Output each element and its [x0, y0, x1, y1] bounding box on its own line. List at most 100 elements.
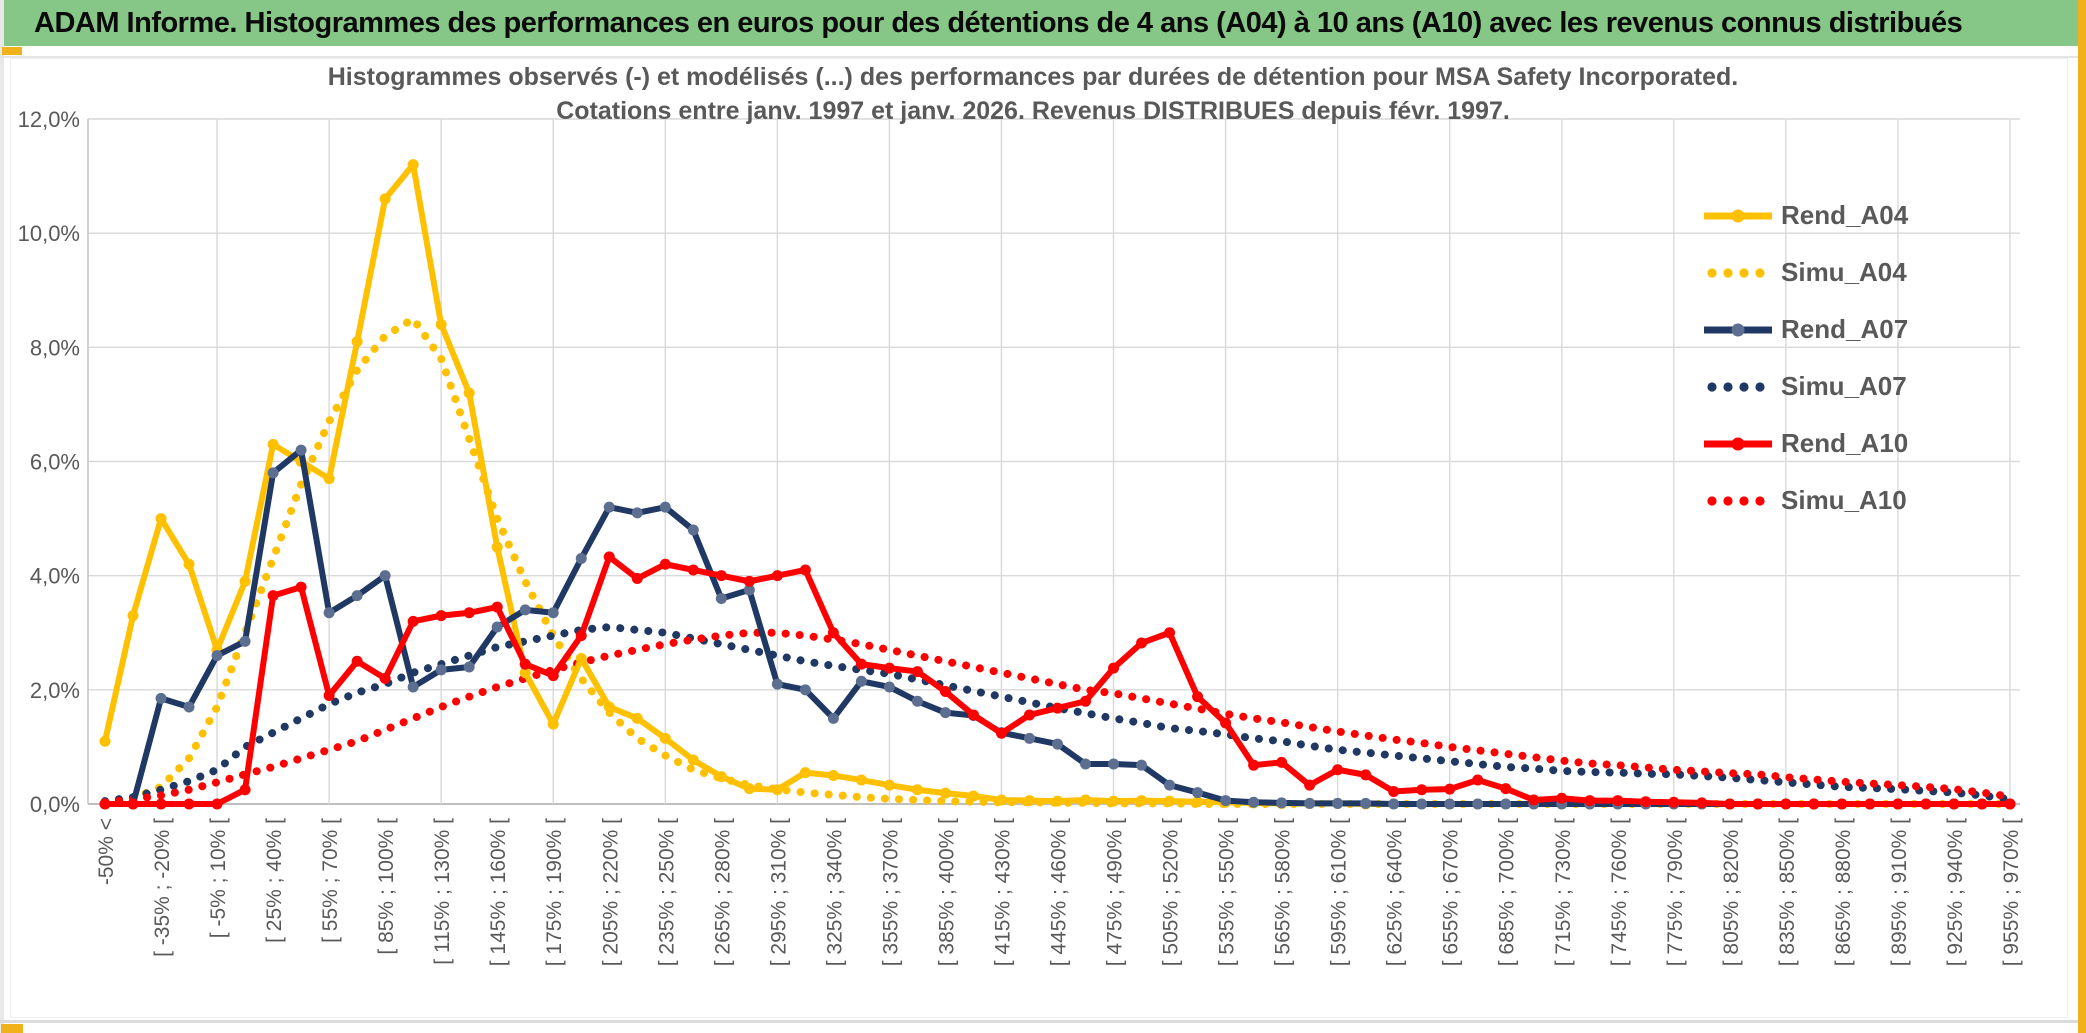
series-Rend_A04-marker [463, 387, 475, 399]
series-Rend_A10-marker [1640, 796, 1652, 808]
series-Rend_A07-marker [1023, 732, 1035, 744]
series-Rend_A10-marker [1023, 709, 1035, 721]
series-Rend_A10-marker [1304, 779, 1316, 791]
series-Rend_A07-marker [827, 712, 839, 724]
series-Rend_A04-marker [939, 787, 951, 799]
legend-label: Simu_A10 [1781, 485, 1907, 515]
divider [0, 56, 2086, 58]
series-Rend_A10-marker [1220, 717, 1232, 729]
legend: Rend_A04 Simu_A04 Rend_A07 Simu_A07 Rend_A10… [1702, 199, 1908, 541]
x-tick-label: [ -5% ; 10% [ [207, 818, 230, 938]
x-tick-label: [ 415% ; 430% [ [991, 818, 1014, 966]
series-Rend_A10-marker [1164, 627, 1176, 639]
x-tick-label: [ 445% ; 460% [ [1048, 818, 1071, 966]
legend-swatch-Rend_A07-icon [1704, 323, 1772, 336]
series-Rend_A10-marker [967, 709, 979, 721]
series-Rend_A04-marker [379, 193, 391, 205]
series-Rend_A10-marker [911, 666, 923, 678]
series-Rend_A04-marker [575, 652, 587, 664]
series-Rend_A07-marker [1276, 797, 1288, 809]
series-Rend_A07-marker [211, 650, 223, 662]
series-Rend_A04-marker [435, 319, 447, 330]
series-Rend_A10-marker [435, 610, 447, 622]
series-Rend_A07-marker [463, 661, 475, 673]
series-Rend_A10-marker [239, 784, 251, 796]
series-Rend_A04-marker [855, 774, 867, 786]
series-Rend_A10-marker [463, 607, 475, 619]
x-tick-label: [ 265% ; 280% [ [711, 818, 734, 966]
series-Rend_A10-marker [939, 686, 951, 698]
series-Rend_A07-marker [1388, 798, 1400, 810]
x-tick-label: [ 385% ; 400% [ [935, 818, 958, 966]
series-Rend_A07-marker [1444, 798, 1456, 810]
series-Rend_A07-marker [1052, 738, 1063, 750]
series-Rend_A07-marker [323, 607, 335, 619]
chart-title: Histogrammes observés (-) et modélisés (… [327, 63, 1739, 91]
y-tick-label: 2,0% [30, 678, 80, 703]
legend-item-Rend_A04: Rend_A04 [1702, 199, 1908, 232]
series-Rend_A10-marker [827, 627, 839, 639]
legend-item-Simu_A04: Simu_A04 [1702, 256, 1908, 289]
series-Rend_A10-marker [155, 798, 167, 810]
legend-swatch-Simu_A07-icon [1707, 381, 1765, 392]
series-Rend_A10-marker [575, 630, 587, 642]
series-Rend_A10-marker [687, 564, 699, 576]
series-Rend_A07-marker [491, 621, 503, 633]
series-Rend_A04-marker [911, 784, 923, 796]
window-right-edge [2078, 0, 2086, 1033]
series-Rend_A10-marker [1444, 783, 1456, 795]
series-Rend_A04-marker [967, 790, 979, 802]
series-Rend_A07-marker [267, 467, 279, 479]
series-Rend_A04-marker [743, 783, 755, 795]
series-Rend_A10-marker [1752, 798, 1764, 810]
x-tick-label: [ 745% ; 760% [ [1608, 818, 1631, 966]
series-Rend_A04-marker [715, 771, 727, 783]
series-Rend_A10-marker [1080, 695, 1092, 707]
legend-item-Simu_A10: Simu_A10 [1702, 484, 1908, 517]
x-tick-label: [ 955% ; 970% [ [2000, 818, 2023, 966]
series-Rend_A04-marker [491, 541, 503, 553]
x-tick-label: [ 295% ; 310% [ [767, 818, 790, 966]
series-Rend_A10-marker [1836, 798, 1848, 810]
series-Rend_A07-marker [1108, 758, 1120, 770]
series-Rend_A10-marker [127, 798, 139, 810]
series-Rend_A10-marker [1584, 795, 1596, 807]
x-tick-label: [ 355% ; 370% [ [879, 818, 902, 966]
series-Rend_A07-marker [1192, 787, 1204, 799]
series-Rend_A07-marker [575, 553, 587, 565]
legend-item-Rend_A07: Rend_A07 [1702, 313, 1908, 346]
series-Rend_A07-marker [1248, 796, 1260, 808]
series-Rend_A07-marker [1416, 798, 1428, 810]
title-bar: ADAM Informe. Histogrammes des performan… [4, 0, 2078, 46]
series-Rend_A10-marker [631, 573, 643, 585]
series-Rend_A07-marker [1472, 798, 1484, 810]
series-Rend_A07-marker [631, 507, 643, 519]
series-Rend_A04-marker [827, 769, 839, 781]
y-tick-label: 10,0% [18, 221, 80, 246]
series-Rend_A10-marker [1892, 798, 1904, 810]
series-Rend_A10-marker [2004, 798, 2016, 810]
x-tick-label: [ 205% ; 220% [ [599, 818, 622, 966]
series-Rend_A07-marker [435, 664, 447, 676]
series-Rend_A10-marker [883, 662, 895, 674]
series-Rend_A04-marker [799, 767, 811, 779]
series-Rend_A07-marker [939, 707, 951, 719]
series-Rend_A04-marker [1136, 795, 1148, 807]
series-Rend_A10-marker [771, 570, 783, 582]
series-Rend_A10-marker [1864, 798, 1876, 810]
x-tick-label: [ 835% ; 850% [ [1776, 818, 1799, 966]
series-Rend_A10-marker [1724, 798, 1736, 810]
series-Rend_A04-marker [883, 779, 895, 791]
legend-swatch-Rend_A04-icon [1704, 209, 1772, 222]
series-Rend_A10-marker [1556, 792, 1568, 804]
series-Rend_A07-marker [1500, 798, 1512, 810]
legend-swatch-Rend_A10-icon [1704, 437, 1772, 450]
x-tick-label: [ 505% ; 520% [ [1160, 818, 1183, 966]
series-Rend_A04-marker [631, 712, 643, 724]
series-Rend_A07-marker [407, 681, 419, 693]
x-tick-label: [ 925% ; 940% [ [1944, 818, 1967, 966]
series-Rend_A10-marker [1332, 764, 1344, 776]
chart-subtitle: Cotations entre janv. 1997 et janv. 2026… [556, 97, 1510, 125]
legend-label: Rend_A04 [1781, 200, 1909, 230]
